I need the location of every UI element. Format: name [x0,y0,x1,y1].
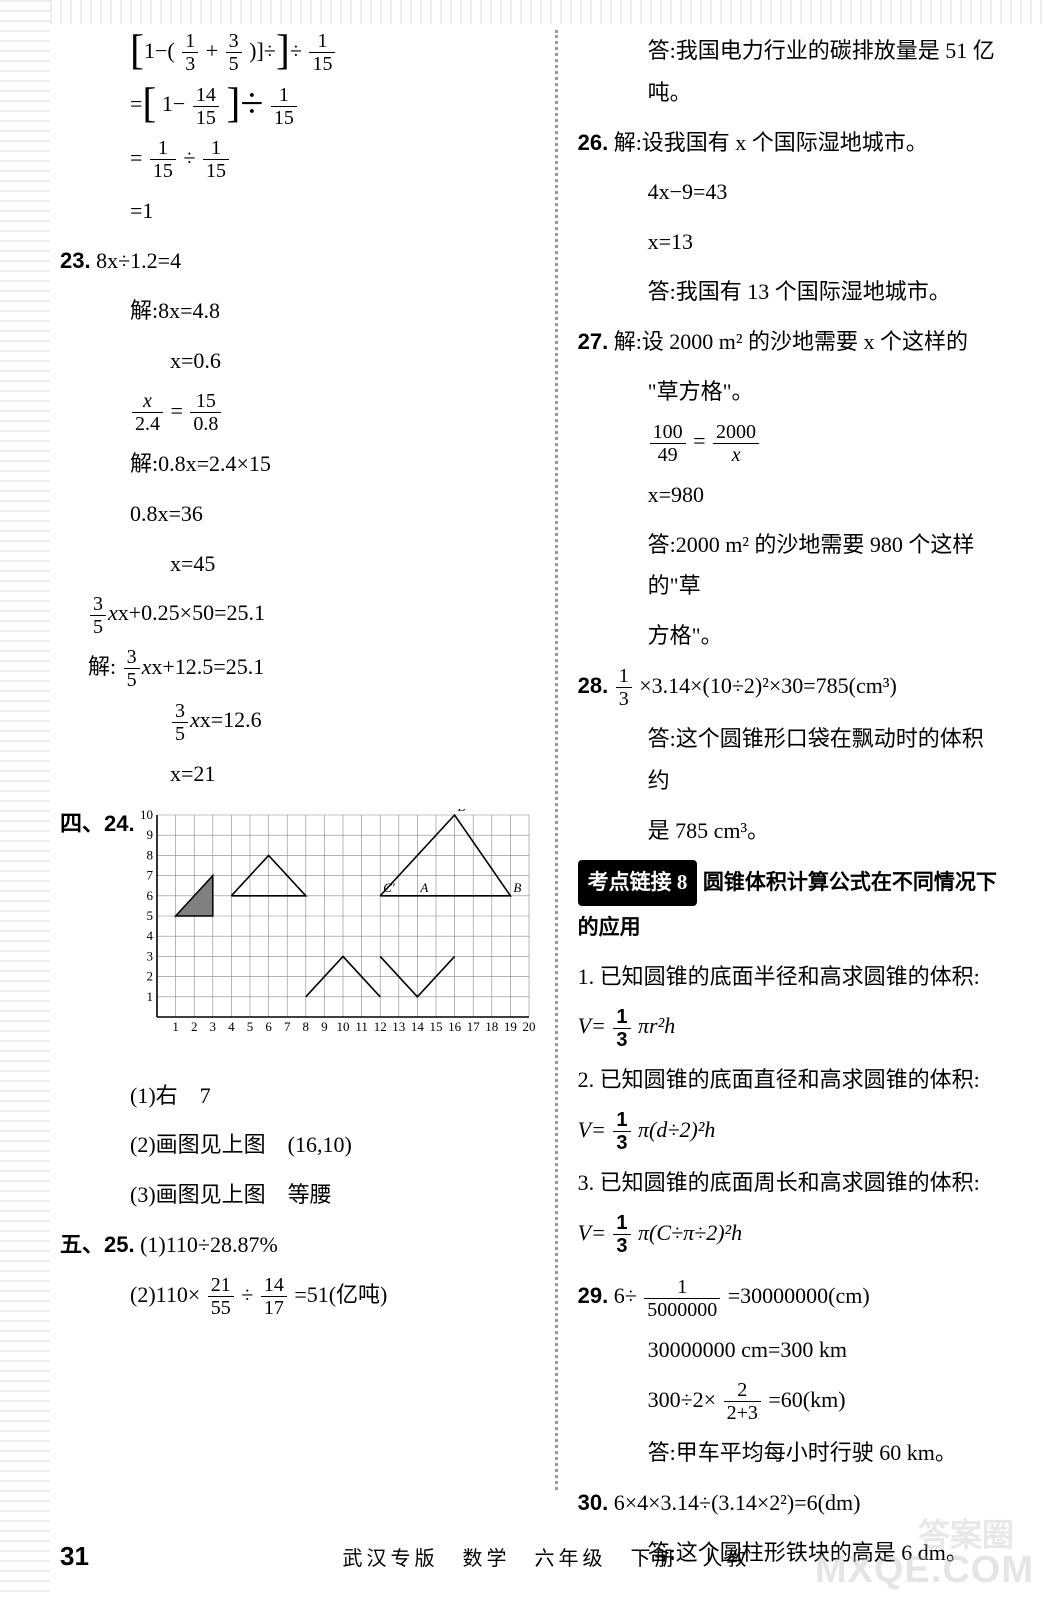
svg-text:5: 5 [246,1019,253,1034]
svg-text:3: 3 [209,1019,216,1034]
svg-text:9: 9 [321,1019,328,1034]
p23-l10: 35xx=12.6 [170,699,535,744]
kp-f1: V= 13 πr²h [578,1005,1004,1050]
p25-a2: (2)110× 2155 ÷ 1417 =51(亿吨) [130,1274,535,1319]
svg-text:15: 15 [429,1019,442,1034]
svg-text:3: 3 [146,948,153,963]
svg-text:12: 12 [373,1019,386,1034]
p23-l3: x=0.6 [170,340,535,382]
svg-text:20: 20 [522,1019,535,1034]
p29-l4: 答:甲车平均每小时行驶 60 km。 [648,1432,1004,1474]
p23-l11: x=21 [170,753,535,795]
svg-text:2: 2 [146,968,153,983]
p28-h: 28. 13 ×3.14×(10÷2)²×30=785(cm³) [578,665,1004,710]
p26-l3: x=13 [648,221,1004,263]
ans25: 答:我国电力行业的碳排放量是 51 亿吨。 [648,30,1004,114]
kp-f2: V= 13 π(d÷2)²h [578,1109,1004,1154]
p27-l3: x=980 [648,474,1004,516]
p29-h: 29. 6÷ 15000000 =30000000(cm) [578,1275,1004,1320]
p24-a2: (2)画图见上图 (16,10) [130,1124,535,1166]
p27-l1b: "草方格"。 [648,371,1004,413]
p26-h: 26. 解:设我国有 x 个国际湿地城市。 [578,122,1004,164]
p23-l7: x=45 [170,543,535,585]
border-left [0,0,50,1600]
svg-text:13: 13 [392,1019,405,1034]
svg-text:7: 7 [284,1019,291,1034]
svg-text:A: A [419,879,428,894]
kp-f3: V= 13 π(C÷π÷2)²h [578,1212,1004,1257]
svg-text:8: 8 [146,847,153,862]
p27-h: 27. 解:设 2000 m² 的沙地需要 x 个这样的 [578,321,1004,363]
watermark: MXQE.COM [815,1549,1034,1592]
svg-text:1: 1 [146,988,153,1003]
eq1-line4: =1 [130,190,535,232]
graph-24: 1234567891011121314151617181920123456789… [135,809,535,1059]
eq1-line1: [1−( 13 + 35 )]÷]÷ 115 [130,30,535,75]
column-divider [555,30,558,1490]
p24-header: 四、24. 1234567891011121314151617181920123… [60,803,535,1067]
svg-text:1: 1 [172,1019,179,1034]
p27-l4: 答:2000 m² 的沙地需要 980 个这样的"草 [648,524,1004,608]
svg-text:5: 5 [146,908,153,923]
svg-text:14: 14 [410,1019,424,1034]
svg-text:4: 4 [228,1019,235,1034]
left-column: [1−( 13 + 35 )]÷]÷ 115 =[ 1− 1415 ]÷ 115… [60,30,535,1490]
p24-a1: (1)右 7 [130,1075,535,1117]
svg-text:16: 16 [448,1019,462,1034]
svg-text:10: 10 [336,1019,349,1034]
svg-text:8: 8 [302,1019,309,1034]
p23-l4: x2.4 = 150.8 [130,390,535,435]
svg-text:B': B' [457,809,468,814]
p26-l2: 4x−9=43 [648,171,1004,213]
svg-text:10: 10 [140,809,153,822]
p27-l4b: 方格"。 [648,615,1004,657]
svg-text:17: 17 [466,1019,480,1034]
svg-text:7: 7 [146,867,153,882]
right-column: 答:我国电力行业的碳排放量是 51 亿吨。 26. 解:设我国有 x 个国际湿地… [578,30,1004,1490]
kp-t2: 2. 已知圆锥的底面直径和高求圆锥的体积: [578,1059,1004,1101]
p23-header: 23. 8x÷1.2=4 [60,240,535,282]
p28-l3: 是 785 cm³。 [648,810,1004,852]
svg-text:6: 6 [146,887,153,902]
keypoint-badge: 考点链接 8 [578,860,698,906]
page-number: 31 [60,1541,89,1572]
svg-text:4: 4 [146,928,153,943]
p29-l3: 300÷2× 22+3 =60(km) [648,1379,1004,1424]
p25-header: 五、25. (1)110÷28.87% [60,1224,535,1266]
keypoint: 考点链接 8 圆锥体积计算公式在不同情况下的应用 [578,860,1004,948]
eq1-line2: =[ 1− 1415 ]÷ 115 [130,83,535,128]
kp-t1: 1. 已知圆锥的底面半径和高求圆锥的体积: [578,956,1004,998]
p28-l2: 答:这个圆锥形口袋在飘动时的体积约 [648,718,1004,802]
p29-l2: 30000000 cm=300 km [648,1329,1004,1371]
svg-text:18: 18 [485,1019,498,1034]
p23-l6: 0.8x=36 [130,493,535,535]
kp-t3: 3. 已知圆锥的底面周长和高求圆锥的体积: [578,1162,1004,1204]
svg-text:19: 19 [503,1019,516,1034]
svg-text:2: 2 [191,1019,198,1034]
p24-a3: (3)画图见上图 等腰 [130,1174,535,1216]
svg-text:B: B [513,879,521,894]
border-top [50,0,1044,24]
svg-text:9: 9 [146,827,153,842]
p23-l9: 解: 35xx+12.5=25.1 [88,646,535,691]
eq1-line3: = 115 ÷ 115 [130,137,535,182]
svg-text:6: 6 [265,1019,272,1034]
svg-text:11: 11 [355,1019,368,1034]
svg-text:C': C' [383,879,395,894]
p23-l8: 35xx+0.25×50=25.1 [88,592,535,637]
p26-l4: 答:我国有 13 个国际湿地城市。 [648,271,1004,313]
p27-l2: 10049 = 2000x [648,420,1004,465]
p23-l5: 解:0.8x=2.4×15 [130,443,535,485]
p23-l2: 解:8x=4.8 [130,290,535,332]
